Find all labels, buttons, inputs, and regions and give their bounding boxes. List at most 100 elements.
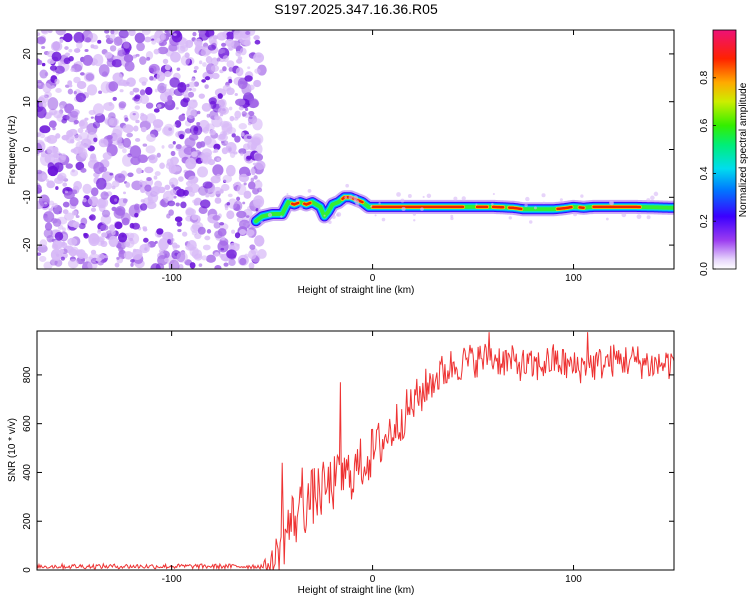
track-speckle: [370, 205, 373, 208]
noise-blob: [100, 81, 111, 94]
noise-blob: [187, 91, 195, 98]
noise-blob: [108, 81, 119, 92]
noise-blob: [37, 36, 46, 45]
track-speckle: [328, 220, 332, 224]
noise-blob: [103, 102, 115, 111]
track-speckle: [407, 194, 412, 198]
noise-blob: [171, 242, 178, 249]
noise-blob: [189, 125, 199, 135]
noise-blob: [112, 96, 117, 101]
noise-blob: [119, 250, 124, 255]
noise-blob: [67, 258, 79, 269]
noise-blob: [42, 82, 52, 94]
noise-blob: [177, 45, 186, 54]
noise-blob: [145, 86, 153, 96]
noise-blob: [167, 95, 173, 102]
noise-blob: [168, 209, 174, 216]
noise-blob: [57, 60, 63, 66]
noise-blob: [85, 37, 92, 43]
track-speckle: [533, 206, 537, 210]
noise-blob: [226, 202, 231, 206]
noise-blob: [226, 210, 235, 220]
noise-blob: [138, 77, 148, 84]
noise-blob: [123, 251, 134, 260]
noise-blob: [111, 206, 117, 212]
track-speckle: [636, 214, 642, 220]
noise-blob: [47, 97, 59, 111]
noise-blob: [98, 64, 110, 77]
noise-blob: [186, 107, 197, 119]
noise-blob: [145, 145, 156, 154]
noise-blob: [226, 60, 235, 68]
noise-blob: [202, 244, 211, 251]
noise-blob: [101, 232, 108, 238]
noise-blob: [45, 178, 50, 183]
x-tick-label: 0: [370, 574, 376, 585]
noise-blob: [232, 183, 236, 187]
noise-blob: [200, 141, 206, 148]
track-speckle: [646, 198, 651, 203]
noise-blob: [83, 232, 88, 237]
noise-blob: [101, 209, 111, 218]
track-speckle: [280, 215, 283, 218]
noise-blob: [163, 123, 175, 137]
noise-blob: [253, 52, 265, 64]
track-speckle: [374, 214, 377, 217]
noise-blob: [191, 151, 198, 158]
noise-blob: [89, 214, 96, 221]
noise-blob: [53, 110, 63, 119]
noise-blob: [202, 62, 207, 67]
noise-blob: [82, 183, 92, 195]
noise-blob: [211, 72, 220, 80]
noise-blob: [39, 133, 46, 139]
noise-blob: [139, 89, 146, 96]
noise-blob: [200, 48, 211, 57]
noise-blob: [151, 39, 157, 45]
y-tick-label: 200: [22, 512, 33, 529]
track-speckle: [344, 195, 348, 199]
noise-blob: [124, 117, 129, 122]
noise-blob: [236, 210, 247, 219]
noise-blob: [253, 180, 263, 190]
noise-blob: [213, 148, 219, 153]
noise-blob: [206, 229, 212, 234]
noise-blob: [92, 45, 99, 50]
noise-blob: [64, 190, 68, 194]
noise-blob: [104, 30, 110, 34]
noise-blob: [154, 88, 158, 93]
track-speckle: [307, 189, 312, 193]
track-speckle: [331, 214, 336, 219]
noise-blob: [216, 32, 228, 41]
noise-blob: [41, 62, 46, 67]
track-speckle: [541, 193, 546, 198]
noise-blob: [62, 182, 68, 187]
noise-blob: [252, 133, 264, 145]
noise-blob: [243, 182, 247, 186]
noise-blob: [142, 226, 147, 230]
noise-blob: [248, 181, 256, 190]
noise-blob: [54, 231, 64, 241]
noise-blob: [187, 99, 198, 109]
noise-blob: [256, 179, 260, 182]
noise-blob: [217, 228, 227, 237]
noise-blob: [218, 98, 227, 109]
noise-blob: [150, 263, 161, 269]
noise-blob: [144, 243, 151, 249]
noise-blob: [73, 119, 79, 125]
noise-blob: [238, 106, 244, 111]
noise-blob: [52, 202, 58, 208]
noise-blob: [157, 46, 169, 55]
noise-blob: [97, 229, 102, 233]
noise-blob: [195, 44, 201, 51]
noise-blob: [104, 255, 109, 259]
noise-blob: [159, 199, 166, 207]
colorbar-tick-label: 0.8: [699, 70, 710, 84]
noise-blob: [220, 48, 226, 54]
noise-blob: [128, 232, 140, 245]
noise-blob: [197, 226, 206, 235]
noise-blob: [47, 162, 55, 170]
noise-blob: [198, 30, 207, 35]
noise-blob: [204, 76, 211, 81]
track-speckle: [267, 212, 273, 218]
